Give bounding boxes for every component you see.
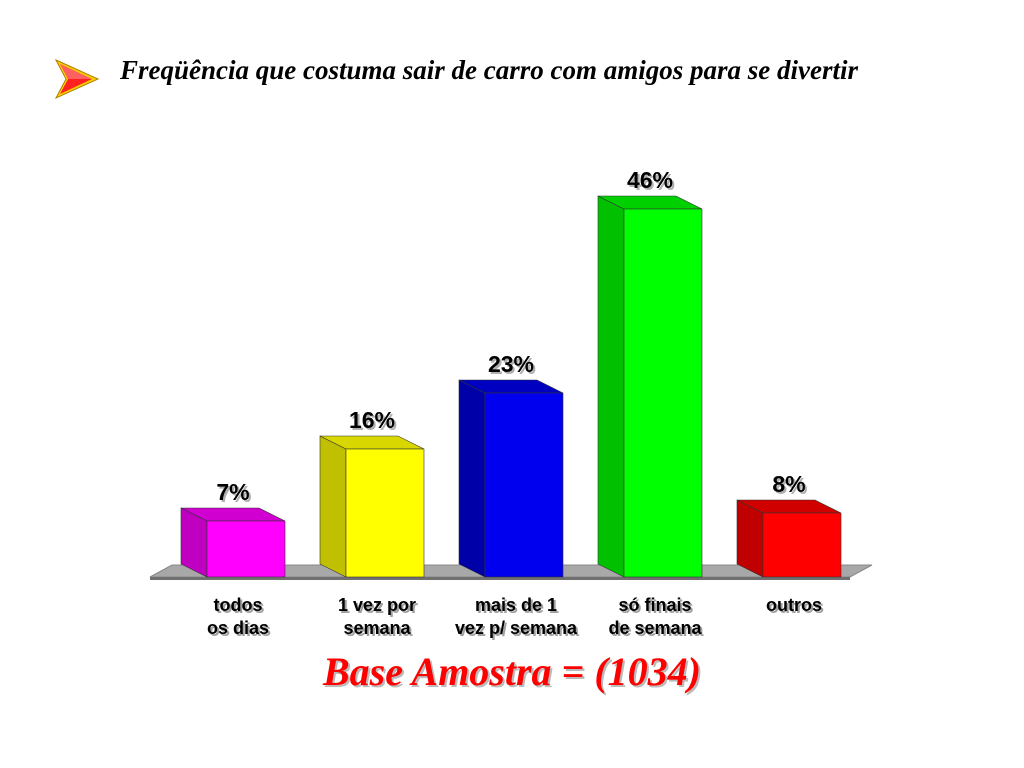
- category-label-shadow: outros: [768, 597, 824, 617]
- value-label-shadow: 8%: [774, 473, 807, 499]
- value-label: 16%: [349, 407, 395, 433]
- value-label-shadow: 23%: [490, 353, 536, 379]
- category-label-shadow: vez p/ semana: [457, 620, 580, 640]
- category-label-shadow: semana: [345, 620, 413, 640]
- value-label-shadow: 16%: [351, 409, 397, 435]
- value-label: 7%: [216, 479, 249, 505]
- category-label-line: de semana: [608, 618, 702, 638]
- category-label-shadow: mais de 1: [477, 597, 559, 617]
- bar-side-face: [458, 379, 486, 578]
- bar-front-face: [762, 512, 842, 578]
- bar-3: [458, 379, 564, 578]
- bar-front-face: [484, 392, 564, 578]
- bar-front-face: [206, 520, 286, 578]
- chart-floor-edge: [150, 577, 850, 580]
- bar-side-face: [597, 195, 625, 578]
- value-label-shadow: 7%: [218, 481, 251, 507]
- value-label-shadow: 46%: [629, 169, 675, 195]
- bar-4: [597, 195, 703, 578]
- category-label-line: os dias: [207, 618, 269, 638]
- bar-front-face: [345, 448, 425, 578]
- category-label-line: outros: [766, 595, 822, 615]
- base-sample-note: Base Amostra = (1034): [323, 649, 701, 694]
- value-label: 8%: [772, 471, 805, 497]
- category-label-line: semana: [343, 618, 411, 638]
- category-label-line: vez p/ semana: [455, 618, 578, 638]
- bar-2: [319, 435, 425, 578]
- bar-5: [736, 499, 842, 578]
- bar-side-face: [319, 435, 347, 578]
- category-label-shadow: 1 vez por: [340, 597, 418, 617]
- value-label: 23%: [488, 351, 534, 377]
- bar-front-face: [623, 208, 703, 578]
- category-label-line: 1 vez por: [338, 595, 416, 615]
- category-label-shadow: os dias: [209, 620, 271, 640]
- arrow-bullet-icon: [54, 58, 100, 100]
- slide-title: Freqüência que costuma sair de carro com…: [120, 55, 858, 85]
- category-label-shadow: só finais: [620, 597, 693, 617]
- value-label: 46%: [627, 167, 673, 193]
- bar-1: [180, 507, 286, 578]
- category-label-line: só finais: [618, 595, 691, 615]
- category-label-line: mais de 1: [475, 595, 557, 615]
- bar-side-face: [736, 499, 764, 578]
- category-label-line: todos: [214, 595, 263, 615]
- category-label-shadow: todos: [216, 597, 265, 617]
- category-label-shadow: de semana: [610, 620, 704, 640]
